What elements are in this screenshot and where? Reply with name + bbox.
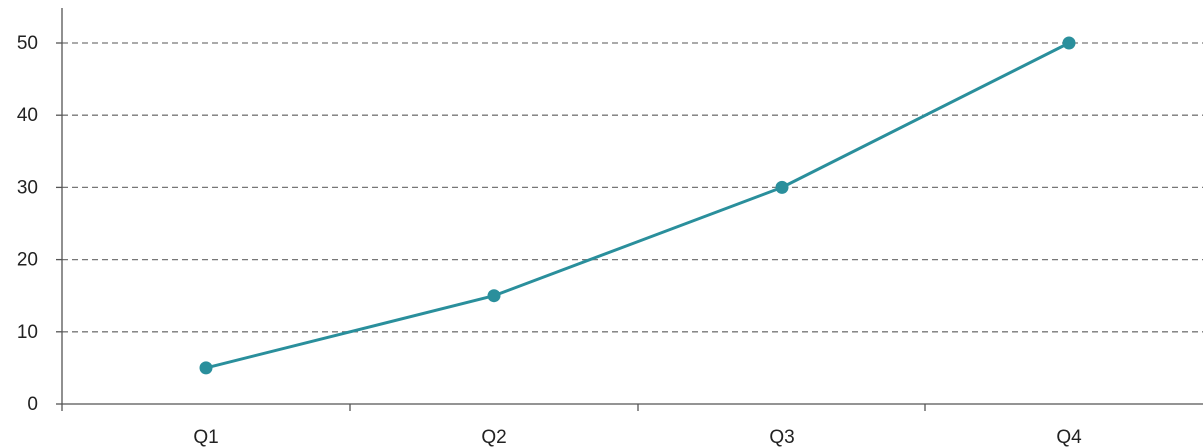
data-point <box>199 361 213 375</box>
data-point <box>1062 36 1076 50</box>
x-tick-label: Q4 <box>1056 427 1082 447</box>
y-tick-label: 0 <box>27 394 38 415</box>
x-tick-labels: Q1 Q2 Q3 Q4 <box>193 427 1082 447</box>
data-point <box>487 289 501 303</box>
y-tick-label: 50 <box>17 33 38 54</box>
y-tick-label: 10 <box>17 322 38 343</box>
x-tick-label: Q3 <box>769 427 794 447</box>
y-tick-label: 40 <box>17 105 38 126</box>
axes <box>56 8 1203 411</box>
x-tick-label: Q2 <box>481 427 506 447</box>
series-line <box>205 41 1070 370</box>
series <box>199 36 1076 375</box>
data-point <box>775 180 789 194</box>
x-tick-label: Q1 <box>193 427 218 447</box>
y-tick-label: 30 <box>17 177 38 198</box>
y-tick-label: 20 <box>17 250 38 271</box>
y-tick-labels: 0 10 20 30 40 50 <box>17 33 38 415</box>
gridlines <box>62 42 1203 333</box>
